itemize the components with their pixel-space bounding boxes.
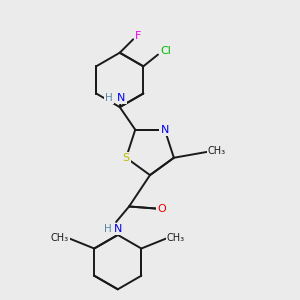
Text: CH₃: CH₃ xyxy=(51,233,69,243)
Text: N: N xyxy=(117,93,126,103)
Text: H: H xyxy=(105,93,113,103)
Text: N: N xyxy=(160,125,169,135)
Text: S: S xyxy=(123,153,130,163)
Text: H: H xyxy=(104,224,112,234)
Text: CH₃: CH₃ xyxy=(167,233,185,243)
Text: N: N xyxy=(114,224,122,234)
Text: CH₃: CH₃ xyxy=(208,146,226,157)
Text: F: F xyxy=(135,31,141,41)
Text: Cl: Cl xyxy=(160,46,171,56)
Text: O: O xyxy=(157,204,166,214)
